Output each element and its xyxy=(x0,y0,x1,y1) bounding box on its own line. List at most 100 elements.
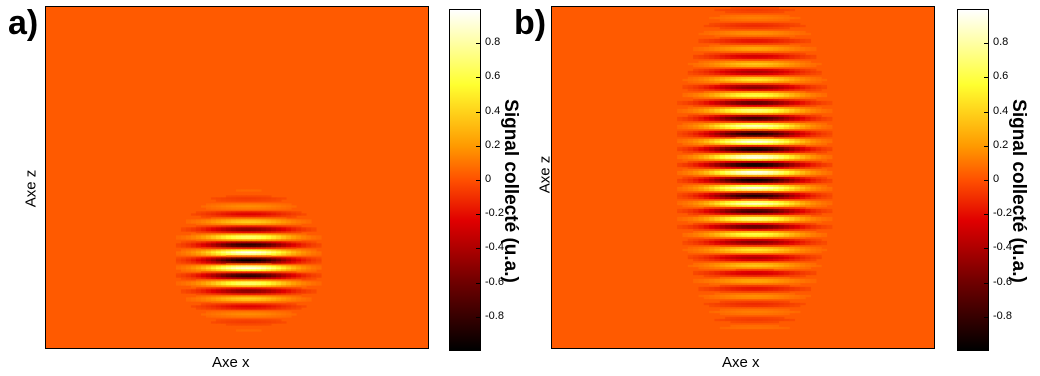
heatmap-cell xyxy=(789,288,796,292)
heatmap-cell xyxy=(783,114,790,118)
heatmap-cell xyxy=(746,244,753,248)
heatmap-cell xyxy=(714,208,721,212)
heatmap-cell xyxy=(773,100,780,104)
heatmap-cell xyxy=(794,32,801,36)
heatmap-cell xyxy=(757,248,764,252)
heatmap-cell xyxy=(255,221,262,224)
heatmap-cell xyxy=(767,156,774,160)
heatmap-cell xyxy=(773,182,780,186)
heatmap-cell xyxy=(260,319,267,322)
heatmap-cell xyxy=(767,274,774,278)
heatmap-cell xyxy=(725,156,732,160)
heatmap-cell xyxy=(310,265,317,268)
heatmap-cell xyxy=(799,296,806,300)
heatmap-cell xyxy=(757,294,764,298)
heatmap-cell xyxy=(783,8,790,12)
heatmap-cell xyxy=(735,210,742,214)
heatmap-cell xyxy=(783,22,790,26)
heatmap-cell xyxy=(821,126,828,130)
heatmap-cell xyxy=(783,124,790,128)
heatmap-cell xyxy=(709,92,716,96)
heatmap-cell xyxy=(725,316,732,320)
heatmap-cell xyxy=(799,224,806,228)
heatmap-cell xyxy=(757,236,764,240)
heatmap-cell xyxy=(805,92,812,96)
heatmap-cell xyxy=(751,264,758,268)
heatmap-cell xyxy=(741,112,748,116)
heatmap-cell xyxy=(305,227,312,230)
heatmap-cell xyxy=(799,120,806,124)
heatmap-cell xyxy=(789,118,796,122)
heatmap-cell xyxy=(195,243,202,246)
heatmap-cell xyxy=(215,253,222,256)
colorbar-tick-label: 0.2 xyxy=(485,138,501,151)
heatmap-cell xyxy=(285,303,292,306)
heatmap-cell xyxy=(709,294,716,298)
heatmap-cell xyxy=(746,308,753,312)
heatmap-cell xyxy=(735,172,742,176)
heatmap-cell xyxy=(746,58,753,62)
heatmap-cell xyxy=(794,72,801,76)
heatmap-cell xyxy=(815,242,822,246)
heatmap-cell xyxy=(693,280,700,284)
heatmap-cell xyxy=(200,283,207,286)
heatmap-cell xyxy=(762,86,769,90)
heatmap-cell xyxy=(762,138,769,142)
heatmap-cell xyxy=(741,256,748,260)
heatmap-cell xyxy=(762,180,769,184)
heatmap-cell xyxy=(810,164,817,168)
heatmap-cell xyxy=(757,208,764,212)
heatmap-cell xyxy=(751,210,758,214)
heatmap-cell xyxy=(703,182,710,186)
heatmap-cell xyxy=(746,238,753,242)
heatmap-cell xyxy=(789,94,796,98)
heatmap-cell xyxy=(730,8,737,12)
heatmap-cell xyxy=(693,250,700,254)
heatmap-cell xyxy=(735,270,742,274)
heatmap-cell xyxy=(240,253,247,256)
heatmap-cell xyxy=(719,208,726,212)
heatmap-cell xyxy=(730,204,737,208)
heatmap-cell xyxy=(735,92,742,96)
heatmap-cell xyxy=(280,257,287,260)
heatmap-cell xyxy=(757,310,764,314)
heatmap-cell xyxy=(799,144,806,148)
heatmap-cell xyxy=(730,62,737,66)
heatmap-cell xyxy=(741,208,748,212)
heatmap-cell xyxy=(280,299,287,302)
heatmap-cell xyxy=(794,216,801,220)
heatmap-cell xyxy=(735,156,742,160)
heatmap-cell xyxy=(719,14,726,18)
heatmap-cell xyxy=(719,78,726,82)
heatmap-cell xyxy=(205,293,212,296)
heatmap-cell xyxy=(240,281,247,284)
heatmap-cell xyxy=(794,282,801,286)
heatmap-cell xyxy=(185,227,192,230)
heatmap-cell xyxy=(730,120,737,124)
heatmap-cell xyxy=(767,40,774,44)
heatmap-cell xyxy=(730,308,737,312)
heatmap-cell xyxy=(789,90,796,94)
heatmap-cell xyxy=(215,219,222,222)
heatmap-cell xyxy=(746,292,753,296)
heatmap-cell xyxy=(260,203,267,206)
heatmap-cell xyxy=(693,242,700,246)
heatmap-cell xyxy=(757,42,764,46)
heatmap-cell xyxy=(280,265,287,268)
heatmap-cell xyxy=(220,297,227,300)
heatmap-cell xyxy=(698,164,705,168)
heatmap-cell xyxy=(815,178,822,182)
heatmap-cell xyxy=(225,241,232,244)
heatmap-cell xyxy=(741,118,748,122)
heatmap-cell xyxy=(725,240,732,244)
heatmap-cell xyxy=(205,253,212,256)
heatmap-cell xyxy=(815,80,822,84)
heatmap-cell xyxy=(778,180,785,184)
colorbar-tick-mark xyxy=(984,214,988,216)
heatmap-cell xyxy=(746,320,753,324)
heatmap-cell xyxy=(741,270,748,274)
heatmap-cell xyxy=(210,269,217,272)
heatmap-cell xyxy=(693,246,700,250)
heatmap-cell xyxy=(185,261,192,264)
heatmap-cell xyxy=(230,265,237,268)
